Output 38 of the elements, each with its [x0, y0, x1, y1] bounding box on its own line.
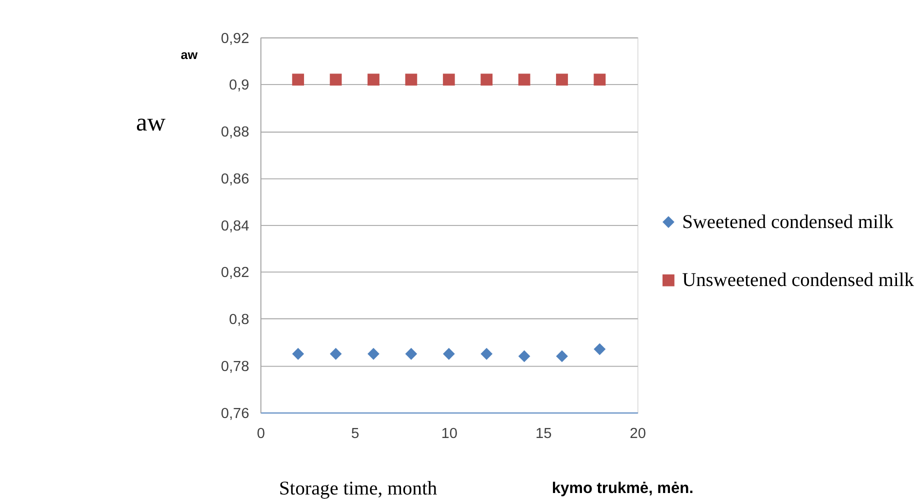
point [556, 350, 568, 362]
legend-label: Sweetened condensed milk [682, 212, 894, 233]
point [368, 348, 380, 360]
point [518, 350, 530, 362]
x-tick-label: 20 [630, 426, 646, 442]
x-tick-label: 0 [256, 426, 265, 442]
x-tick-label: 10 [441, 426, 458, 442]
x-axis-title: Storage time, month [279, 478, 438, 499]
point [442, 348, 455, 360]
text: aw [180, 48, 198, 62]
point [442, 74, 455, 86]
y-tick-label: 0,88 [220, 124, 250, 141]
point [292, 74, 304, 86]
point [330, 348, 342, 360]
y-tick-label: 0,9 [228, 78, 250, 94]
point [556, 74, 568, 86]
point [594, 343, 606, 356]
text: kymo trukmė, mėn. [552, 480, 694, 498]
y-tick-label: 0,8 [228, 312, 250, 328]
point [594, 74, 606, 86]
point [292, 348, 304, 360]
point [405, 74, 418, 86]
x-tick-label: 15 [536, 426, 552, 442]
y-tick-label: 0,92 [220, 30, 250, 47]
y-tick-label: 0,78 [220, 358, 250, 375]
point [480, 74, 493, 86]
point [368, 74, 380, 86]
point [405, 348, 418, 360]
y-tick-label: 0,82 [220, 265, 250, 282]
y-tick-label: 0,76 [220, 406, 250, 422]
legend-label: Unsweetened condensed milk [682, 270, 914, 292]
point [480, 348, 493, 360]
point [330, 74, 342, 86]
x-tick-label: 5 [351, 426, 360, 442]
y-tick-label: 0,84 [220, 218, 250, 234]
y-tick-label: 0,86 [220, 171, 250, 188]
y-axis-title: aw [136, 108, 166, 137]
point [518, 74, 530, 86]
